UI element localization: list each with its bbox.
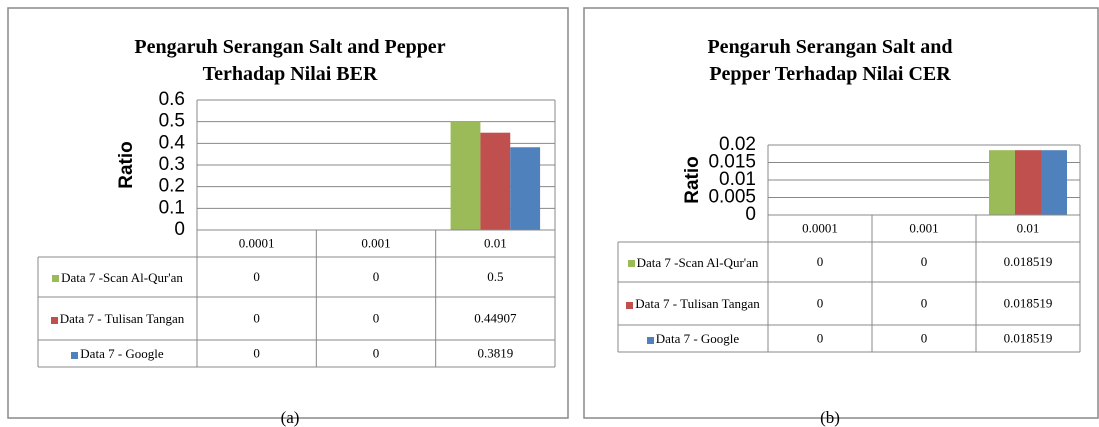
table-value: 0.018519 — [1004, 254, 1053, 269]
table-value: 0 — [921, 330, 928, 345]
table-value: 0.018519 — [1004, 330, 1053, 345]
legend-swatch — [50, 316, 58, 324]
y-tick-label: 0.005 — [708, 187, 756, 208]
y-axis-label: Ratio — [682, 156, 703, 204]
legend-entry: Data 7 -Scan Al-Qur'an — [618, 242, 768, 282]
x-tick-label: 0.01 — [484, 235, 507, 250]
x-tick-label: 0.001 — [909, 220, 938, 235]
table-value: 0 — [921, 295, 928, 310]
title-box: Pengaruh Serangan Salt and Pepper Terhad… — [134, 36, 446, 85]
chart-title: Pengaruh Serangan Salt and Pepper Terhad… — [134, 36, 446, 85]
y-tick-label: 0.01 — [719, 169, 756, 190]
legend-cell: Data 7 - Google — [38, 340, 197, 367]
legend-cell: Data 7 -Scan Al-Qur'an — [38, 257, 197, 297]
legend-label: Data 7 - Tulisan Tangan — [635, 296, 760, 311]
bar — [450, 121, 481, 230]
y-tick-label: 0.3 — [159, 154, 185, 175]
legend-label: Data 7 -Scan Al-Qur'an — [636, 254, 759, 270]
legend-swatch — [52, 275, 60, 283]
bar — [510, 147, 541, 230]
table-value: 0 — [817, 330, 824, 345]
bar — [480, 132, 511, 230]
y-tick-label: 0.1 — [159, 197, 185, 218]
bar — [1015, 150, 1041, 215]
x-tick-label: 0.0001 — [239, 235, 275, 250]
y-tick-label: 0.015 — [708, 152, 756, 173]
y-tick-label: 0 — [174, 219, 185, 240]
table-value: 0 — [253, 269, 260, 284]
legend-cell: Data 7 - Google — [618, 325, 768, 352]
y-tick-label: 0 — [745, 204, 756, 225]
legend-entry: Data 7 - Google — [618, 325, 768, 352]
table-value: 0 — [373, 269, 380, 284]
table-value: 0.3819 — [477, 345, 513, 360]
legend-entry: Data 7 - Tulisan Tangan — [618, 282, 768, 325]
table-value: 0.44907 — [474, 310, 517, 325]
y-axis-label: Ratio — [116, 141, 137, 189]
caption: (b) — [820, 408, 840, 427]
legend-cell: Data 7 - Tulisan Tangan — [618, 282, 768, 325]
legend-cell: Data 7 - Tulisan Tangan — [38, 297, 197, 340]
y-tick-label: 0.5 — [159, 111, 185, 132]
table-value: 0 — [921, 254, 928, 269]
x-tick-label: 0.01 — [1017, 220, 1040, 235]
y-tick-label: 0.6 — [159, 89, 185, 110]
legend-swatch — [627, 260, 635, 268]
legend-entry: Data 7 - Tulisan Tangan — [38, 297, 197, 340]
bar — [1041, 150, 1067, 215]
legend-label: Data 7 - Google — [80, 346, 164, 361]
bar — [989, 150, 1015, 215]
legend-entry: Data 7 - Google — [38, 340, 197, 367]
legend-label: Data 7 -Scan Al-Qur'an — [61, 269, 183, 285]
panel-border — [583, 7, 1099, 419]
y-tick-label: 0.4 — [159, 132, 186, 153]
y-tick-label: 0.2 — [159, 176, 185, 197]
legend-entry: Data 7 -Scan Al-Qur'an — [38, 257, 197, 297]
x-tick-label: 0.001 — [361, 235, 390, 250]
legend-label: Data 7 - Google — [655, 331, 740, 346]
table-value: 0 — [373, 345, 380, 360]
y-tick-label: 0.02 — [719, 134, 756, 155]
table-value: 0 — [253, 345, 260, 360]
legend-swatch — [646, 336, 654, 344]
x-tick-label: 0.0001 — [802, 220, 838, 235]
caption: (a) — [281, 408, 300, 427]
legend-cell: Data 7 -Scan Al-Qur'an — [618, 242, 768, 282]
legend-swatch — [71, 351, 79, 359]
legend-label: Data 7 - Tulisan Tangan — [59, 311, 185, 326]
title-box: Pengaruh Serangan Salt and Pepper Terhad… — [707, 36, 953, 85]
panel-border — [7, 7, 569, 419]
table-value: 0 — [817, 254, 824, 269]
table-value: 0 — [253, 310, 260, 325]
table-value: 0 — [817, 295, 824, 310]
table-value: 0 — [373, 310, 380, 325]
chart-title: Pengaruh Serangan Salt and Pepper Terhad… — [707, 36, 953, 85]
legend-swatch — [626, 301, 634, 309]
table-value: 0.018519 — [1004, 295, 1053, 310]
table-value: 0.5 — [487, 269, 503, 284]
